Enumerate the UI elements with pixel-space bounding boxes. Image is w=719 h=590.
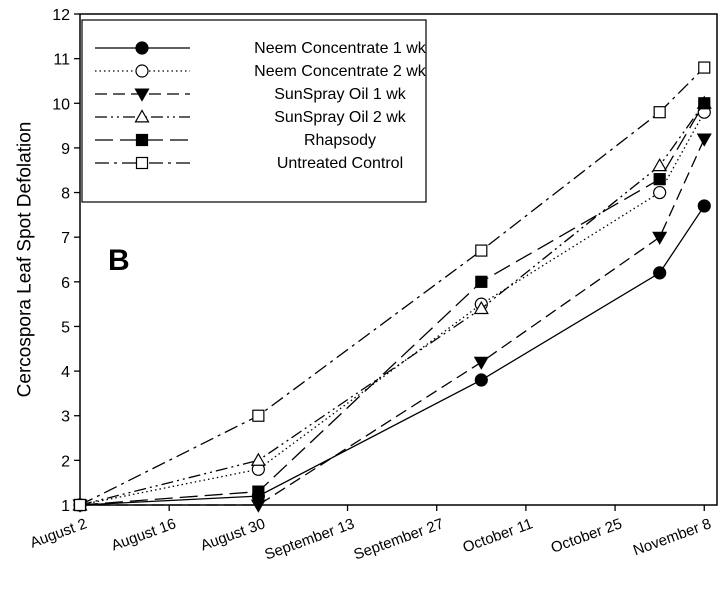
- data-point: [134, 109, 150, 123]
- data-point: [475, 244, 488, 257]
- data-point: [475, 275, 488, 288]
- x-tick-label: August 30: [198, 515, 267, 554]
- data-point: [252, 485, 265, 498]
- data-point: [473, 356, 489, 370]
- series-0: [73, 199, 711, 512]
- y-tick-label: 2: [61, 453, 70, 470]
- legend-label: Neem Concentrate 2 wk: [254, 63, 427, 80]
- data-point: [696, 133, 712, 147]
- y-tick-label: 7: [61, 230, 70, 247]
- legend: Neem Concentrate 1 wk Neem Concentrate 2 …: [81, 19, 427, 203]
- data-point: [73, 498, 87, 512]
- data-point: [474, 373, 488, 387]
- plot-frame: [79, 13, 718, 506]
- series-layer: [72, 61, 712, 513]
- y-tick-label: 3: [61, 409, 70, 426]
- plot-frame: [79, 13, 718, 506]
- data-point: [652, 158, 668, 172]
- x-tick-label: August 16: [109, 515, 178, 554]
- data-point: [135, 133, 149, 147]
- data-point: [135, 41, 149, 55]
- legend-label: SunSpray Oil 1 wk: [274, 86, 407, 103]
- data-point: [134, 88, 150, 102]
- data-point: [250, 499, 266, 513]
- x-tick-label: August 2: [28, 515, 89, 551]
- data-point: [135, 156, 149, 170]
- legend-entry: Untreated Control: [95, 155, 403, 172]
- data-point: [653, 173, 666, 186]
- x-tick-label: October 25: [549, 515, 625, 556]
- y-tick-label: 10: [52, 96, 70, 113]
- legend-entry: Neem Concentrate 2 wk: [95, 63, 427, 80]
- data-point: [135, 64, 149, 78]
- legend-entry: SunSpray Oil 2 wk: [95, 109, 407, 126]
- y-tick-label: 12: [52, 7, 70, 24]
- data-point: [250, 452, 266, 466]
- x-tick-label: November 8: [631, 515, 714, 559]
- data-point: [653, 185, 667, 200]
- legend-label: Rhapsody: [304, 132, 376, 149]
- legend-label: SunSpray Oil 2 wk: [274, 109, 407, 126]
- legend-label: Neem Concentrate 1 wk: [254, 40, 427, 57]
- y-tick-label: 1: [61, 498, 70, 515]
- y-tick-label: 4: [61, 364, 70, 381]
- y-tick-label: 6: [61, 275, 70, 292]
- data-point: [698, 61, 711, 74]
- x-tick-label: September 27: [352, 515, 446, 563]
- y-tick-label: 11: [53, 52, 70, 69]
- x-tick-label: September 13: [262, 515, 356, 563]
- data-point: [652, 231, 668, 245]
- series-5: [73, 61, 711, 512]
- x-tick-label: October 11: [461, 515, 536, 556]
- legend-entry: Neem Concentrate 1 wk: [95, 40, 427, 57]
- legend-entry: Rhapsody: [95, 132, 376, 149]
- data-point: [697, 199, 711, 213]
- y-axis-label: Cercospora Leaf Spot Defolation: [15, 122, 36, 398]
- data-point: [698, 97, 711, 110]
- y-tick-label: 8: [61, 186, 70, 203]
- data-point: [653, 266, 667, 280]
- data-point: [252, 409, 265, 422]
- data-point: [473, 300, 489, 315]
- series-line: [79, 205, 705, 506]
- panel-label: B: [108, 244, 130, 277]
- data-point: [653, 106, 666, 119]
- series-line: [79, 67, 705, 506]
- y-tick-label: 5: [61, 319, 70, 336]
- y-tick-label: 9: [61, 141, 70, 158]
- legend-entry: SunSpray Oil 1 wk: [95, 86, 407, 103]
- legend-label: Untreated Control: [277, 155, 403, 172]
